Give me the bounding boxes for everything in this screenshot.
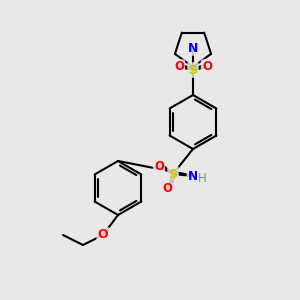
Text: O: O (98, 229, 108, 242)
Text: N: N (188, 169, 198, 182)
Text: O: O (202, 61, 212, 74)
Text: O: O (162, 182, 172, 196)
Text: O: O (174, 61, 184, 74)
Text: N: N (188, 41, 198, 55)
Text: S: S (188, 64, 197, 76)
Text: S: S (169, 167, 178, 181)
Text: H: H (198, 172, 206, 184)
Text: O: O (154, 160, 164, 172)
